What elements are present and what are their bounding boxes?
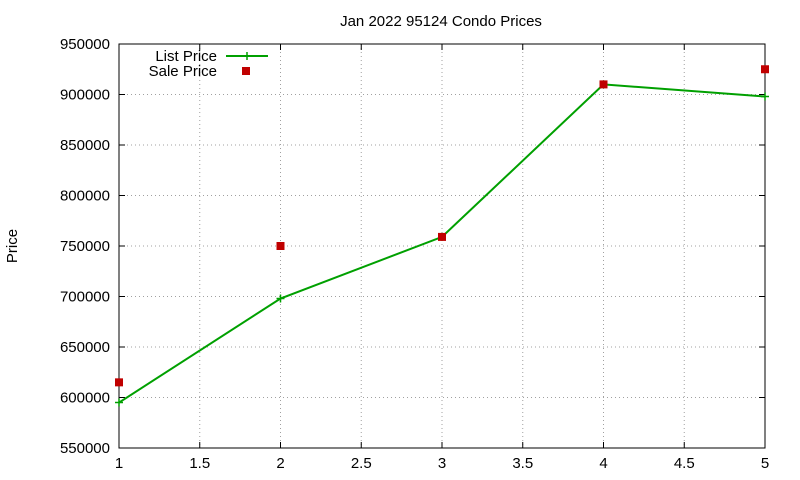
- data-point-cross: [276, 294, 285, 303]
- data-point-square: [599, 80, 608, 89]
- x-tick-label: 1.5: [189, 455, 210, 472]
- chart-title: Jan 2022 95124 Condo Prices: [340, 13, 542, 30]
- y-tick-label: 950000: [60, 36, 110, 53]
- data-point-square: [438, 232, 446, 241]
- legend-cross-swatch: [243, 52, 251, 60]
- x-tick-label: 4: [599, 455, 607, 472]
- series-layer: [115, 65, 769, 407]
- axis-ticks: 1 1.5 2 2.5 3 3.5 4 4.5 5 550000 600000 650000 70000…: [60, 36, 769, 472]
- y-tick-label: 700000: [60, 289, 110, 306]
- data-point-square: [761, 65, 769, 74]
- data-point-cross: [115, 398, 123, 407]
- y-tick-label: 900000: [60, 87, 110, 104]
- y-tick-label: 550000: [60, 440, 110, 457]
- legend-label: Sale Price: [149, 63, 217, 80]
- y-tick-label: 650000: [60, 339, 110, 356]
- grid: [119, 44, 765, 448]
- series-list-price: [115, 80, 769, 407]
- data-point-square: [115, 378, 123, 387]
- y-axis-label: Price: [4, 229, 21, 263]
- data-point-square: [276, 242, 285, 250]
- series-sale-price: [115, 65, 769, 387]
- data-point-cross: [761, 92, 769, 101]
- x-tick-label: 4.5: [674, 455, 695, 472]
- legend-label: List Price: [155, 48, 217, 65]
- x-tick-label: 5: [761, 455, 769, 472]
- x-tick-label: 3.5: [512, 455, 533, 472]
- y-tick-label: 850000: [60, 137, 110, 154]
- x-tick-label: 2.5: [351, 455, 372, 472]
- x-tick-label: 1: [115, 455, 123, 472]
- y-tick-label: 800000: [60, 188, 110, 205]
- y-tick-label: 600000: [60, 390, 110, 407]
- x-tick-label: 3: [438, 455, 446, 472]
- y-tick-label: 750000: [60, 238, 110, 255]
- x-tick-label: 2: [276, 455, 284, 472]
- legend-square-swatch: [242, 67, 250, 75]
